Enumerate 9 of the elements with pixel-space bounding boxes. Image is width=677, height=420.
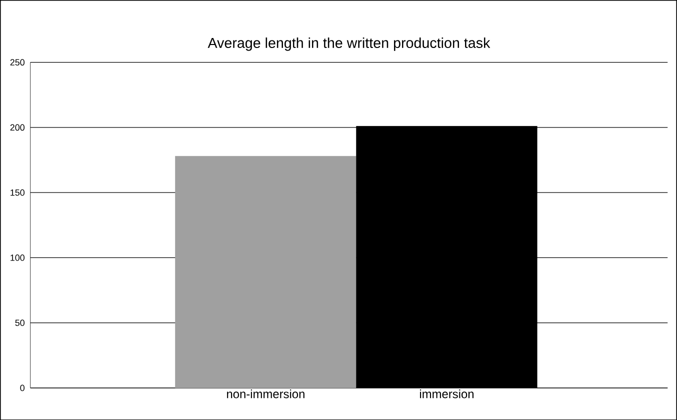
y-tick-label: 0 <box>20 384 25 391</box>
chart-title: Average length in the written production task <box>208 37 490 51</box>
y-tick-label: 200 <box>10 124 25 130</box>
y-tick-label: 250 <box>10 59 25 66</box>
y-tick-label: 100 <box>10 254 25 261</box>
y-tick-label: 50 <box>15 320 25 326</box>
y-tick-label: 150 <box>10 189 25 196</box>
x-tick-label: immersion <box>420 389 474 398</box>
x-tick-label: non-immersion <box>227 389 304 398</box>
